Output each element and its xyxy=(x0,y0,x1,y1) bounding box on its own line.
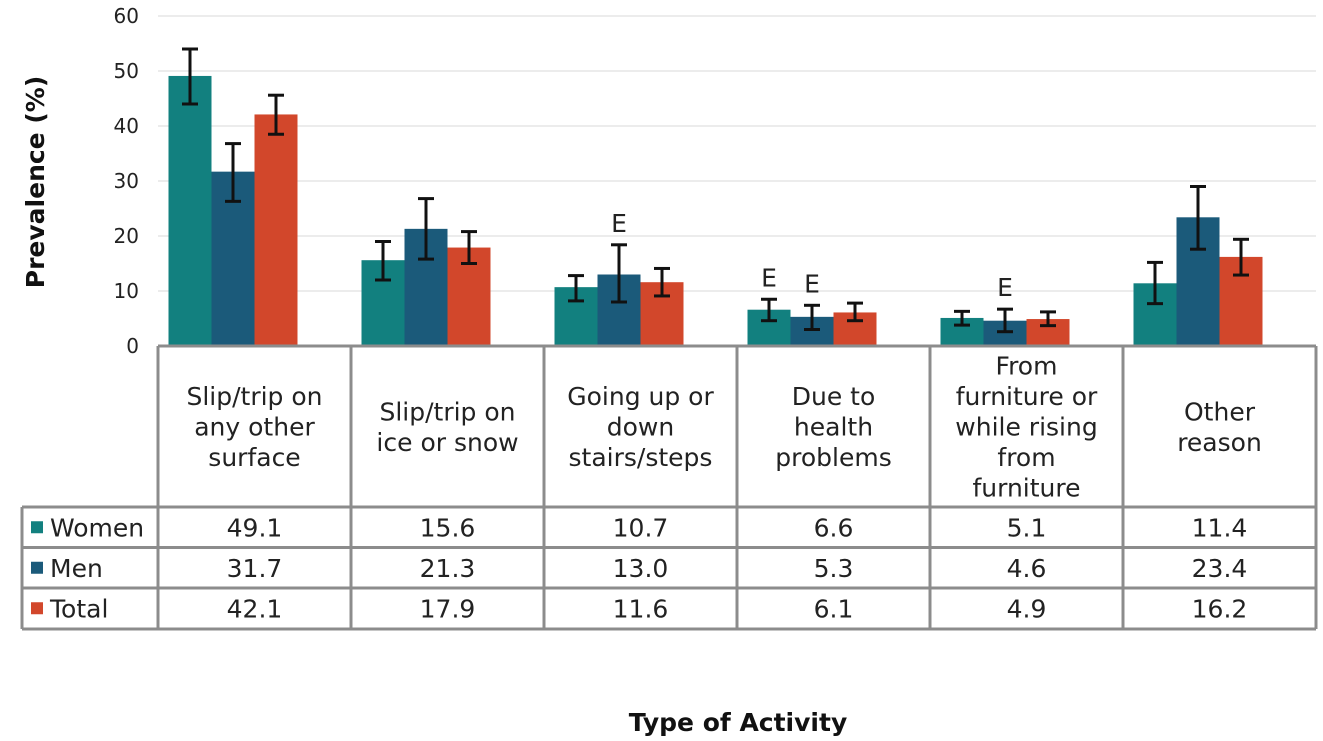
category-label-line: problems xyxy=(775,443,891,472)
error-bar xyxy=(654,266,670,298)
category-label-line: ice or snow xyxy=(376,428,518,457)
y-tick-label: 10 xyxy=(114,279,139,303)
table-cell-value: 21.3 xyxy=(420,554,476,583)
error-bar xyxy=(847,301,863,323)
category-label-line: while rising xyxy=(955,413,1097,442)
y-tick-label: 20 xyxy=(114,224,139,248)
legend-label: Men xyxy=(50,554,103,583)
table-cell-value: 13.0 xyxy=(613,554,669,583)
category-label: Slip/trip on ice or snow xyxy=(376,397,518,457)
category-label-line: reason xyxy=(1177,428,1262,457)
category-label-line: stairs/steps xyxy=(569,443,713,472)
table-cell-value: 11.4 xyxy=(1192,513,1248,542)
y-axis-label: Prevalence (%) xyxy=(21,76,50,288)
category-label-line: from xyxy=(997,443,1055,472)
error-bar xyxy=(375,240,391,282)
y-tick-label: 40 xyxy=(114,114,139,138)
bars xyxy=(168,75,1263,346)
gridlines xyxy=(158,15,1316,292)
category-label-line: Slip/trip on xyxy=(379,397,515,426)
table-cell-value: 31.7 xyxy=(227,554,283,583)
legend-swatch-women xyxy=(31,521,43,534)
table-cell-value: 15.6 xyxy=(420,513,476,542)
table-cell-value: 10.7 xyxy=(613,513,669,542)
error-bar xyxy=(611,243,627,304)
category-label-line: furniture or xyxy=(956,382,1098,411)
error-bar xyxy=(1040,310,1056,328)
error-bar xyxy=(997,307,1013,334)
table-cell-value: 6.1 xyxy=(814,594,854,623)
y-tick-label: 50 xyxy=(114,59,139,83)
error-bar xyxy=(182,47,198,106)
error-bar xyxy=(1190,185,1206,251)
error-bar xyxy=(761,297,777,323)
bar-total-0 xyxy=(254,114,298,346)
estimate-flag: E xyxy=(761,263,777,292)
category-label-line: any other xyxy=(194,413,315,442)
category-label: Other reason xyxy=(1177,397,1262,457)
category-label: Going up or down stairs/steps xyxy=(567,382,714,472)
error-bar xyxy=(568,274,584,303)
y-axis-ticks: 0 10 20 30 40 50 60 xyxy=(114,4,139,358)
table-cell-value: 16.2 xyxy=(1192,594,1248,623)
table-cell-value: 5.1 xyxy=(1007,513,1047,542)
error-bar xyxy=(461,230,477,265)
category-label-line: down xyxy=(607,413,674,442)
estimate-flag: E xyxy=(611,209,627,238)
category-label: Due to health problems xyxy=(775,382,891,472)
category-label-line: health xyxy=(794,413,873,442)
table-cell-value: 42.1 xyxy=(227,594,283,623)
category-label-line: furniture xyxy=(972,474,1080,503)
table-cell-value: 17.9 xyxy=(420,594,476,623)
table-cell-value: 5.3 xyxy=(814,554,854,583)
category-label-line: Slip/trip on xyxy=(186,382,322,411)
category-label-line: Due to xyxy=(792,382,876,411)
table-cell-value: 11.6 xyxy=(613,594,669,623)
error-bar xyxy=(1233,237,1249,277)
table-cell-value: 6.6 xyxy=(814,513,854,542)
table-cell-value: 49.1 xyxy=(227,513,283,542)
x-axis-label: Type of Activity xyxy=(629,708,848,737)
y-tick-label: 60 xyxy=(114,4,139,28)
error-bar xyxy=(418,197,434,261)
error-bar xyxy=(1147,260,1163,306)
category-label-line: From xyxy=(996,352,1058,381)
y-tick-label: 30 xyxy=(114,169,139,193)
error-bar xyxy=(268,93,284,136)
table-cell-value: 4.6 xyxy=(1007,554,1047,583)
estimate-flag: E xyxy=(997,273,1013,302)
legend-label: Women xyxy=(50,513,144,542)
error-bars xyxy=(182,47,1249,334)
bar-women-0 xyxy=(168,75,212,346)
estimate-flags: EEE E xyxy=(611,209,1013,302)
error-bar xyxy=(954,309,970,327)
category-label-line: surface xyxy=(208,443,300,472)
legend-swatch-total xyxy=(31,602,43,615)
y-tick-label: 0 xyxy=(126,334,139,358)
category-label-line: Other xyxy=(1184,397,1256,426)
category-label: From furniture or while rising from furnitur… xyxy=(955,352,1098,503)
category-label: Slip/trip on any other surface xyxy=(186,382,322,472)
table-cell-value: 23.4 xyxy=(1192,554,1248,583)
legend-label: Total xyxy=(49,594,108,623)
estimate-flag: E xyxy=(804,269,820,298)
table-cell-value: 4.9 xyxy=(1007,594,1047,623)
error-bar xyxy=(804,303,820,331)
error-bar xyxy=(225,142,241,203)
category-label-line: Going up or xyxy=(567,382,714,411)
legend-swatch-men xyxy=(31,561,43,574)
